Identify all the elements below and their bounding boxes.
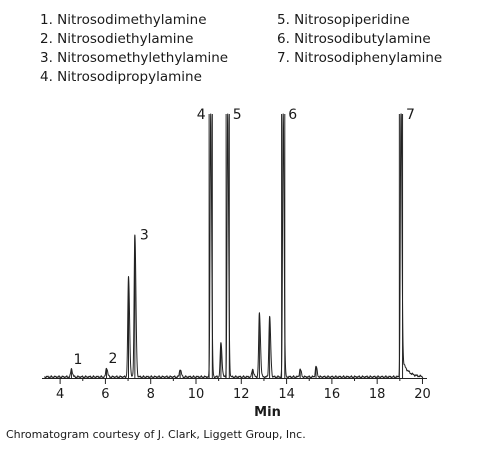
- chart-credit: Chromatogram courtesy of J. Clark, Ligge…: [6, 428, 306, 441]
- legend-entry: 1. Nitrosodimethylamine: [40, 12, 207, 28]
- legend-entry: 3. Nitrosomethylethylamine: [40, 50, 228, 66]
- x-tick-label: 16: [324, 387, 341, 402]
- x-tick-label: 4: [56, 387, 64, 402]
- legend-entry: 5. Nitrosopiperidine: [277, 12, 410, 28]
- chromatogram-trace: [43, 113, 424, 379]
- chromatogram-chart: 1. Nitrosodimethylamine 2. Nitrosodiethyl…: [40, 12, 442, 420]
- x-tick-label: 6: [101, 387, 109, 402]
- x-axis: 4 6 8 10 12 14 16 18 20 Min: [42, 378, 431, 420]
- peak-label: 5: [233, 107, 242, 123]
- peak-label: 1: [73, 352, 82, 368]
- legend: 1. Nitrosodimethylamine 2. Nitrosodiethyl…: [40, 12, 442, 85]
- x-tick-label: 10: [188, 387, 205, 402]
- peak-label: 4: [197, 107, 206, 123]
- x-tick-label: 18: [369, 387, 386, 402]
- legend-entry: 6. Nitrosodibutylamine: [277, 31, 431, 47]
- peak-label: 7: [406, 107, 415, 123]
- peak-label: 2: [109, 351, 118, 367]
- legend-entry: 2. Nitrosodiethylamine: [40, 31, 193, 47]
- x-tick-label: 12: [233, 387, 250, 402]
- legend-entry: 4. Nitrosodipropylamine: [40, 69, 202, 85]
- x-tick-label: 20: [414, 387, 431, 402]
- x-axis-title: Min: [254, 405, 281, 420]
- peak-labels: 1 2 3 4 5 6 7: [70, 107, 415, 378]
- x-tick-label: 14: [278, 387, 295, 402]
- x-tick-label: 8: [147, 387, 155, 402]
- peak-label: 3: [140, 227, 149, 243]
- legend-entry: 7. Nitrosodiphenylamine: [277, 50, 442, 66]
- chromatogram-trace-group: [43, 113, 424, 379]
- peak-label: 6: [288, 107, 297, 123]
